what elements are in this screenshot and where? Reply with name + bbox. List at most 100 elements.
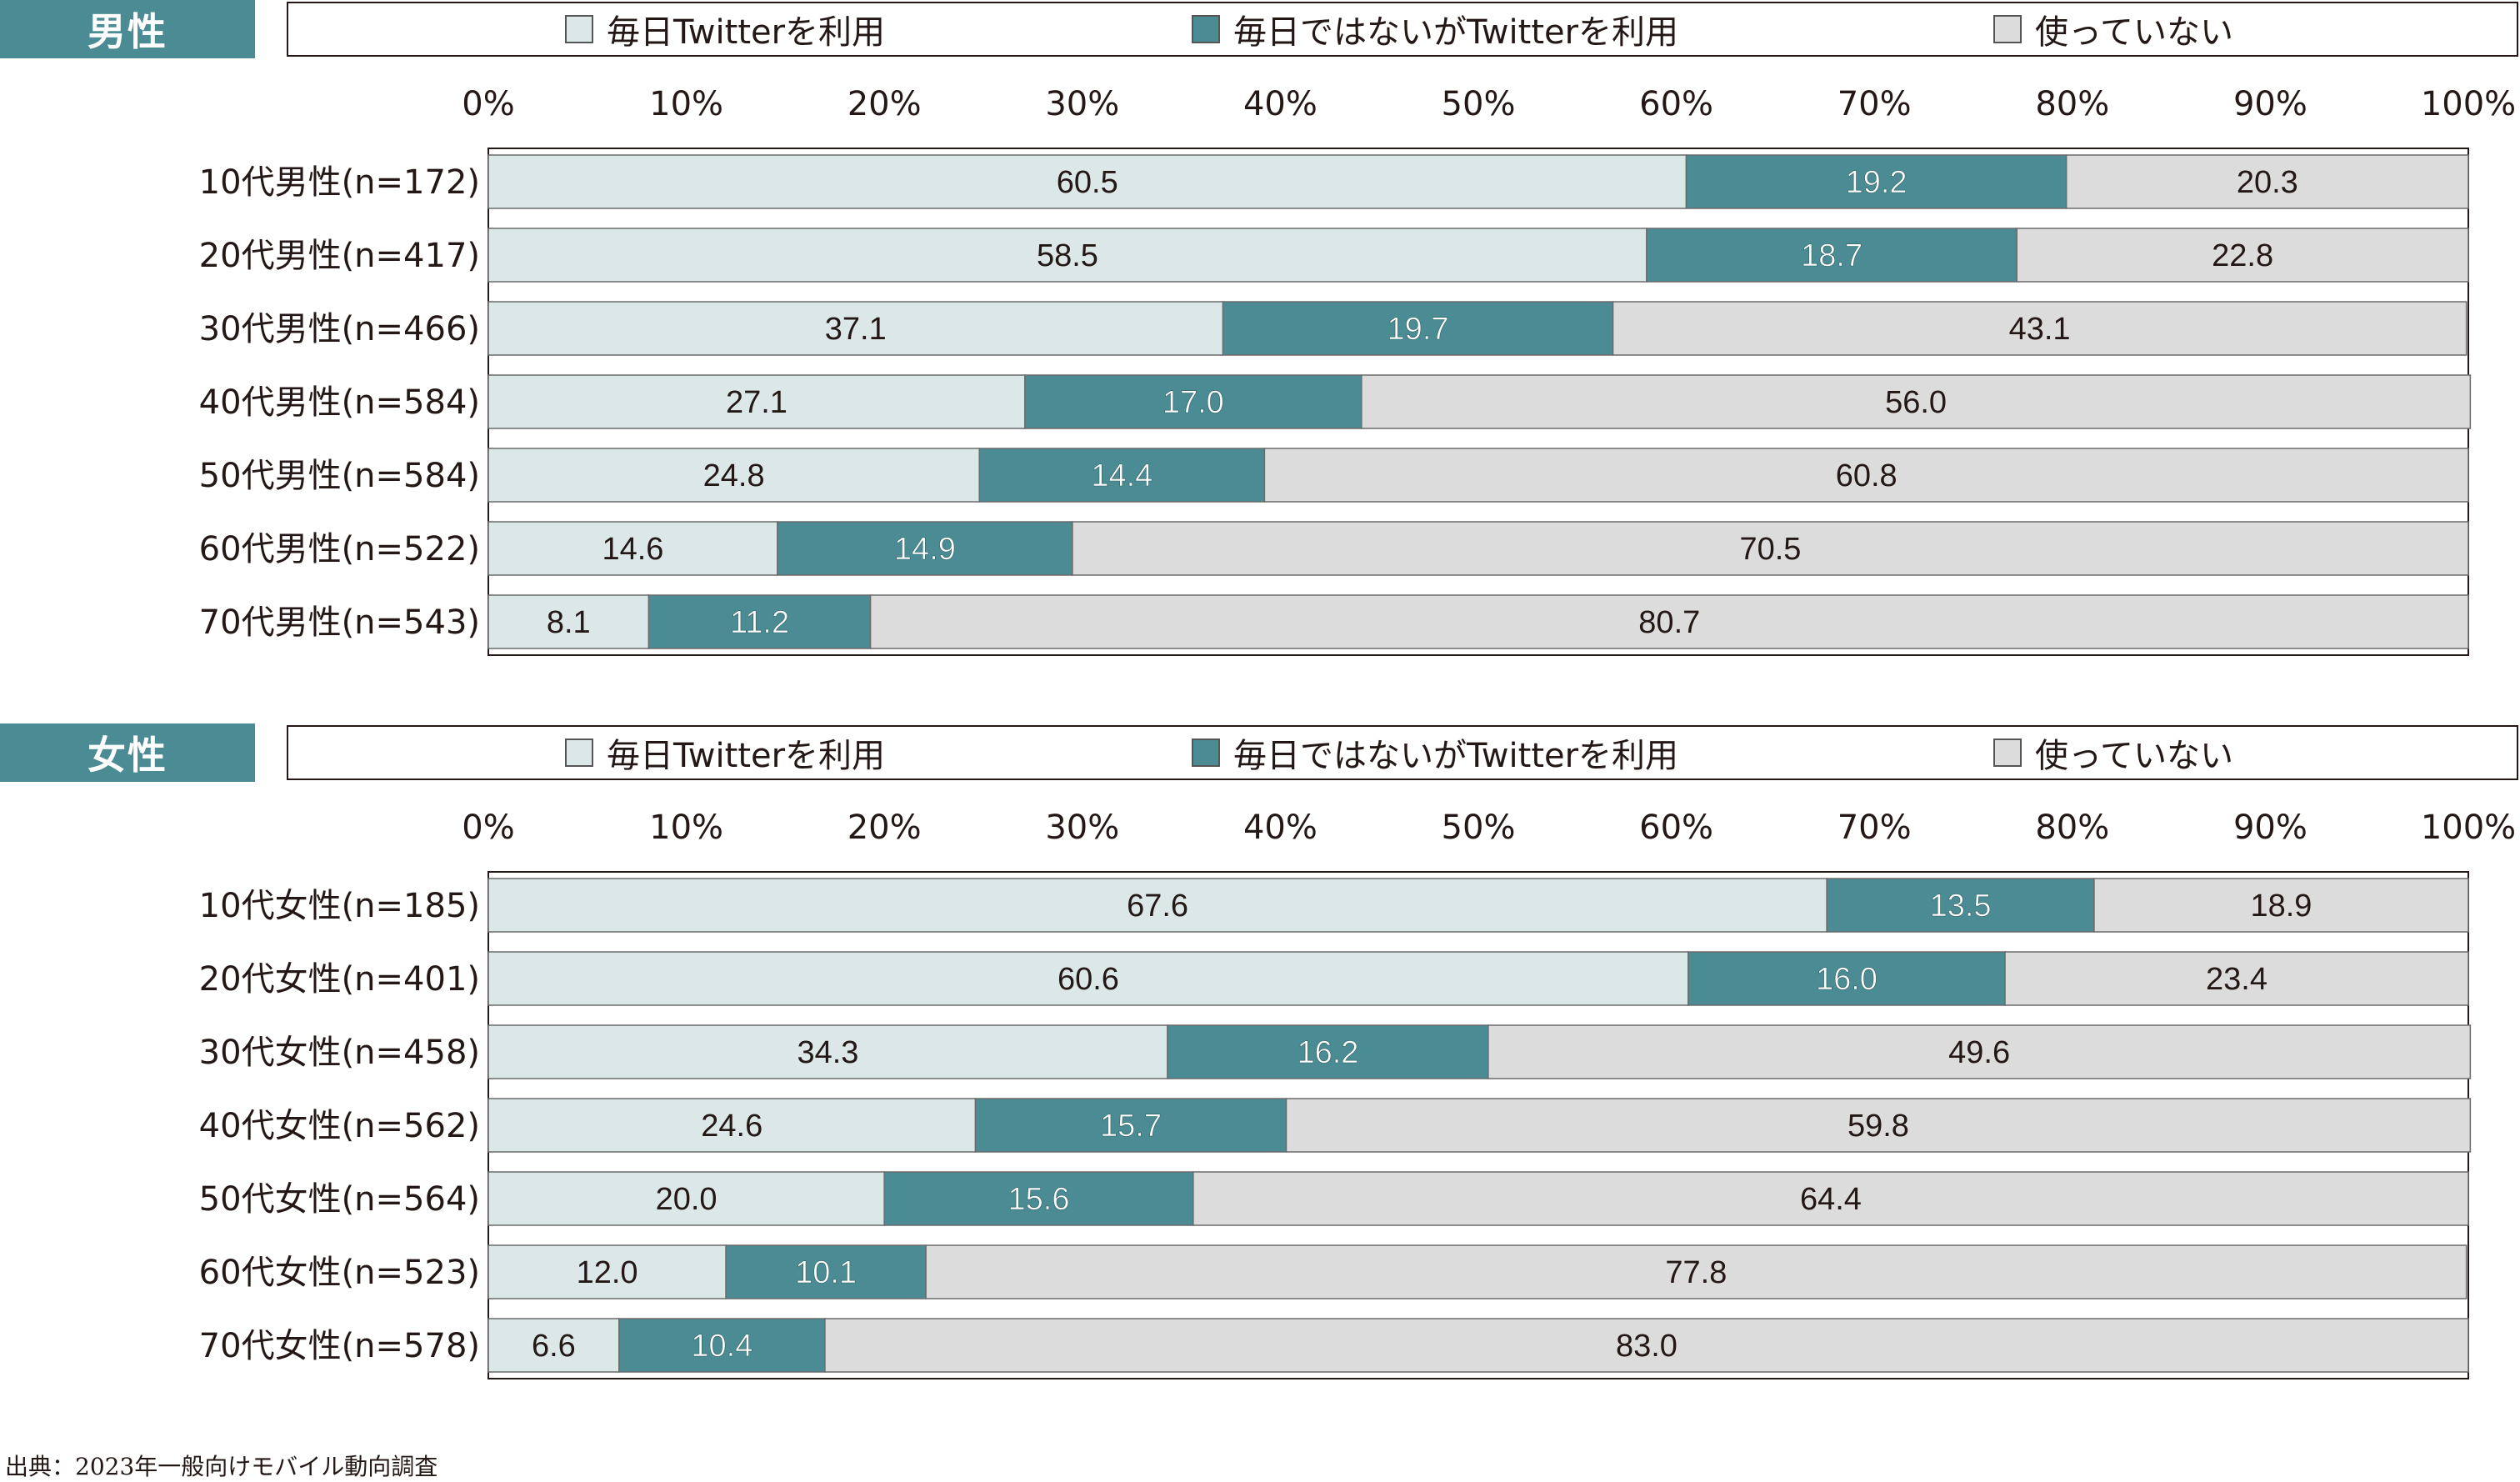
data-label-daily: 12.0 [577, 1255, 638, 1290]
bar-not-daily [1826, 878, 2095, 933]
section-tag-male: 男性 [0, 0, 255, 58]
bar-daily [488, 374, 1026, 429]
bar-not-daily [1024, 374, 1362, 429]
data-label-not-daily: 17.0 [1162, 385, 1224, 420]
x-tick-label: 90% [2233, 85, 2308, 123]
bar-daily [488, 878, 1828, 933]
category-label: 60代男性(n=522) [199, 530, 480, 568]
x-tick-label: 100% [2421, 85, 2516, 123]
data-label-not-daily: 13.5 [1930, 889, 1992, 924]
legend-item-daily: 毎日Twitterを利用 [565, 3, 885, 55]
data-label-daily: 34.3 [797, 1035, 858, 1070]
legend-swatch-not-used [1993, 15, 2022, 43]
data-label-not-used: 77.8 [1665, 1255, 1727, 1290]
x-tick-label: 30% [1045, 809, 1119, 847]
bar-not-used [869, 594, 2469, 649]
legend-item-daily: 毎日Twitterを利用 [565, 727, 885, 779]
bar-daily [488, 301, 1224, 356]
data-label-not-daily: 16.0 [1816, 962, 1878, 997]
bar-daily [488, 154, 1688, 209]
data-label-not-daily: 14.9 [894, 532, 956, 567]
data-label-not-used: 60.8 [1836, 458, 1898, 493]
bar-not-used [1361, 374, 2472, 429]
legend-label-not-used: 使っていない [2035, 737, 2233, 775]
category-label: 30代女性(n=458) [199, 1034, 480, 1072]
data-label-daily: 24.6 [701, 1109, 762, 1144]
x-tick-label: 10% [649, 809, 723, 847]
data-label-not-daily: 10.4 [691, 1329, 752, 1364]
data-label-daily: 20.0 [656, 1182, 718, 1217]
bar-not-daily [618, 1318, 826, 1373]
x-tick-label: 70% [1838, 809, 1912, 847]
x-tick-label: 50% [1442, 809, 1516, 847]
category-label: 40代女性(n=562) [199, 1107, 480, 1145]
category-label: 20代女性(n=401) [199, 960, 480, 999]
bar-daily [488, 521, 778, 576]
data-label-not-used: 49.6 [1948, 1035, 2010, 1070]
data-label-not-daily: 11.2 [730, 605, 789, 640]
x-tick-label: 60% [1639, 85, 1713, 123]
data-label-not-daily: 10.1 [795, 1255, 857, 1290]
x-tick-label: 70% [1838, 85, 1912, 123]
data-label-not-used: 70.5 [1739, 532, 1801, 567]
chart-male: 0% 10% 20% 30% 40% 50% 60% 70% 80% 90% 100% 10代男性(n… [199, 85, 2516, 656]
legend-male: 毎日Twitterを利用 毎日ではないがTwitterを利用 使っていない [287, 2, 2518, 57]
bar-not-daily [777, 521, 1073, 576]
chart-female: 0% 10% 20% 30% 40% 50% 60% 70% 80% 90% 100% 10代女性(n… [199, 809, 2516, 1379]
x-tick-label: 20% [848, 809, 922, 847]
x-tick-label: 30% [1045, 85, 1119, 123]
bar-not-daily [1222, 301, 1614, 356]
legend-label-daily: 毎日Twitterを利用 [607, 13, 886, 52]
category-label: 70代男性(n=543) [199, 603, 480, 642]
data-label-not-used: 20.3 [2237, 165, 2298, 200]
legend-item-not-daily: 毎日ではないがTwitterを利用 [1192, 3, 1678, 55]
bar-daily [488, 1244, 727, 1299]
data-label-daily: 8.1 [547, 605, 591, 640]
data-label-not-used: 22.8 [2212, 238, 2273, 273]
male-panel: 男性 毎日Twitterを利用 毎日ではないがTwitterを利用 使っていない… [0, 0, 2520, 708]
data-label-daily: 27.1 [726, 385, 788, 420]
bar-not-used [1072, 521, 2469, 576]
category-label: 20代男性(n=417) [199, 237, 480, 275]
legend-swatch-daily [565, 15, 593, 43]
data-label-daily: 6.6 [532, 1329, 576, 1364]
legend-item-not-used: 使っていない [1993, 3, 2233, 55]
data-label-daily: 58.5 [1037, 238, 1098, 273]
legend-female: 毎日Twitterを利用 毎日ではないがTwitterを利用 使っていない [287, 725, 2518, 780]
x-tick-label: 0% [462, 85, 514, 123]
x-tick-label: 50% [1442, 85, 1516, 123]
category-label: 10代女性(n=185) [199, 887, 480, 925]
bar-not-used [2004, 951, 2469, 1006]
bar-not-daily [725, 1244, 927, 1299]
data-label-daily: 60.6 [1058, 962, 1119, 997]
data-label-not-daily: 15.7 [1100, 1109, 1162, 1144]
bar-not-used [1192, 1171, 2469, 1226]
bar-not-daily [1167, 1024, 1489, 1079]
legend-label-not-daily: 毎日ではないがTwitterを利用 [1233, 737, 1679, 775]
category-label: 30代男性(n=466) [199, 310, 480, 348]
legend-label-daily: 毎日Twitterを利用 [607, 737, 886, 775]
data-label-not-daily: 19.7 [1388, 312, 1449, 347]
legend-swatch-not-daily [1192, 738, 1220, 767]
data-label-not-daily: 14.4 [1091, 458, 1152, 493]
bar-not-used [824, 1318, 2469, 1373]
bar-not-used [2016, 228, 2469, 283]
x-tick-label: 90% [2233, 809, 2308, 847]
x-tick-label: 100% [2421, 809, 2516, 847]
x-tick-label: 80% [2035, 85, 2109, 123]
category-label: 70代女性(n=578) [199, 1327, 480, 1365]
data-label-not-used: 59.8 [1848, 1109, 1909, 1144]
category-label: 50代女性(n=564) [199, 1180, 480, 1219]
bar-not-used [1612, 301, 2468, 356]
data-label-not-used: 43.1 [2009, 312, 2071, 347]
bar-not-used [2093, 878, 2469, 933]
data-label-daily: 24.8 [703, 458, 765, 493]
category-label: 50代男性(n=584) [199, 457, 480, 495]
x-tick-label: 40% [1243, 809, 1318, 847]
data-label-not-used: 18.9 [2250, 889, 2312, 924]
data-label-daily: 67.6 [1127, 889, 1188, 924]
section-tag-female: 女性 [0, 723, 255, 782]
data-label-daily: 60.5 [1057, 165, 1118, 200]
category-label: 60代女性(n=523) [199, 1254, 480, 1292]
x-tick-label: 20% [848, 85, 922, 123]
